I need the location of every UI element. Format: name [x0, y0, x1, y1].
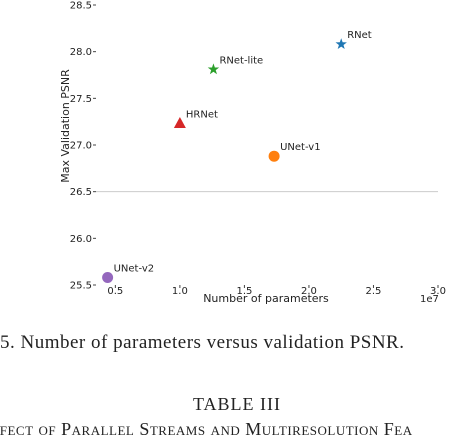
points-layer: RNet RNet-lite HRNet UNet-v1 UNet-v2 [102, 30, 372, 284]
x-tick-label: 1.0 [172, 286, 188, 297]
y-axis-label: Max Validation PSNR [59, 69, 72, 183]
x-tick-label: 3.0 [430, 286, 446, 297]
point-rnet-lite [207, 63, 220, 75]
point-label-rnet: RNet [347, 30, 372, 41]
x-tick-label: 2.0 [301, 286, 317, 297]
point-label-rnet-lite: RNet-lite [219, 55, 263, 66]
point-unet-v2 [102, 272, 114, 284]
point-label-unet-v2: UNet-v2 [114, 264, 155, 275]
y-tick-label: 28.5 [70, 1, 92, 12]
table-title: ffect of Parallel Streams and Multiresol… [0, 419, 413, 439]
point-label-hrnet: HRNet [186, 110, 218, 121]
x-tick-label: 2.5 [366, 286, 382, 297]
point-hrnet [173, 117, 186, 129]
point-label-unet-v1: UNet-v1 [280, 142, 321, 153]
table-label: TABLE III [192, 394, 282, 414]
y-tick-label: 26.0 [70, 234, 92, 245]
x-axis-offset-label: 1e7 [420, 294, 439, 305]
y-tick-label: 26.5 [70, 187, 92, 198]
scatter-chart: 0.5 1.0 1.5 2.0 2.5 3.0 25.5 26.0 26.5 27.0 27.5 28… [59, 1, 446, 306]
x-axis-label: Number of parameters [203, 292, 329, 305]
tick-layer: 0.5 1.0 1.5 2.0 2.5 3.0 25.5 26.0 26.5 27.0 27.5 28… [70, 1, 446, 298]
x-tick-label: 1.5 [236, 286, 252, 297]
y-tick-label: 27.5 [70, 94, 92, 105]
y-tick-label: 25.5 [70, 281, 92, 292]
point-rnet [335, 38, 347, 50]
point-unet-v1 [268, 150, 280, 162]
figure-caption: 5. Number of parameters versus validatio… [0, 332, 405, 353]
x-tick-label: 0.5 [107, 286, 123, 297]
y-tick-label: 28.0 [70, 47, 92, 58]
y-tick-label: 27.0 [70, 141, 92, 152]
